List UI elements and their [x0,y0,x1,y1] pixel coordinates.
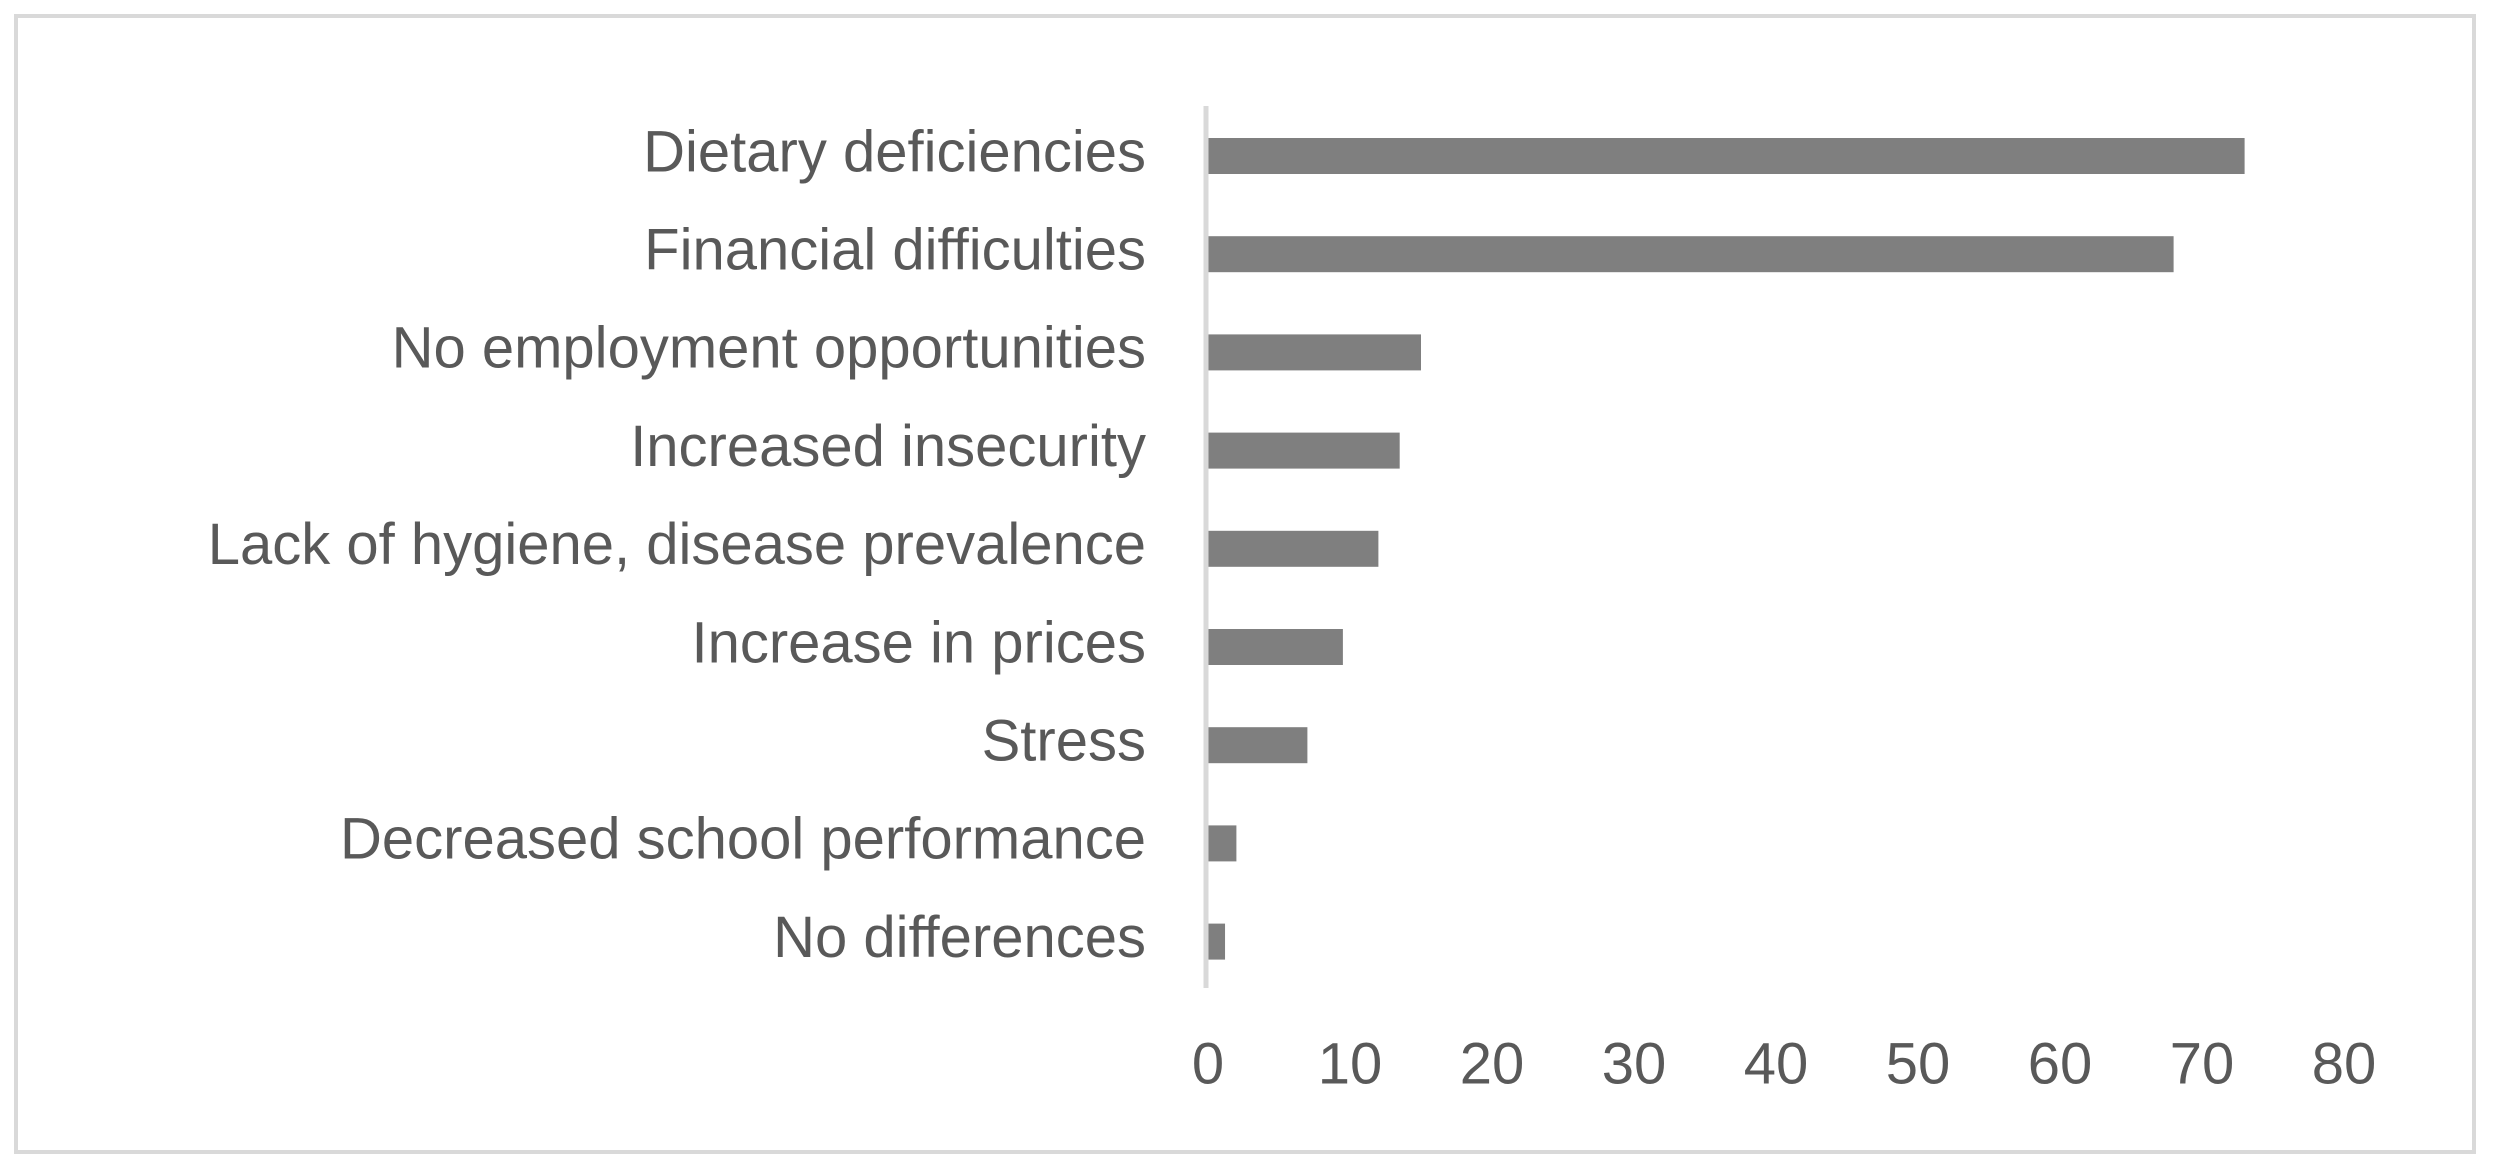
x-tick-label-1: 10 [1318,1031,1383,1096]
bar-7 [1208,825,1237,862]
bar-8 [1208,923,1226,960]
bars-layer [1208,138,2245,960]
x-tick-label-6: 60 [2028,1031,2093,1096]
category-label-7: Decreased school performance [340,807,1146,872]
x-tick-label-5: 50 [1886,1031,1951,1096]
x-tick-labels: 0 10 20 30 40 50 60 70 80 [1192,1031,2376,1096]
bar-1 [1208,236,2174,273]
bar-0 [1208,138,2245,174]
bar-2 [1208,334,1421,371]
chart-frame [14,14,2476,1154]
bar-4 [1208,530,1379,567]
x-tick-label-3: 30 [1602,1031,1667,1096]
category-label-6: Stress [982,709,1146,774]
x-tick-label-0: 0 [1192,1031,1224,1096]
category-label-4: Lack of hygiene, disease prevalence [208,512,1146,577]
x-tick-label-8: 80 [2312,1031,2377,1096]
category-label-2: No employment opportunities [392,316,1146,381]
category-label-1: Financial difficulties [644,218,1146,283]
category-label-3: Increased insecurity [630,414,1146,479]
x-tick-label-7: 70 [2170,1031,2235,1096]
category-labels: Dietary deficiencies Financial difficulti… [208,119,1146,970]
category-label-5: Increase in prices [691,610,1146,675]
category-label-0: Dietary deficiencies [643,119,1146,184]
x-tick-label-2: 20 [1460,1031,1525,1096]
category-label-8: No differences [773,905,1146,970]
bar-3 [1208,432,1400,469]
bar-6 [1208,727,1308,764]
x-tick-label-4: 40 [1744,1031,1809,1096]
bar-5 [1208,629,1343,665]
